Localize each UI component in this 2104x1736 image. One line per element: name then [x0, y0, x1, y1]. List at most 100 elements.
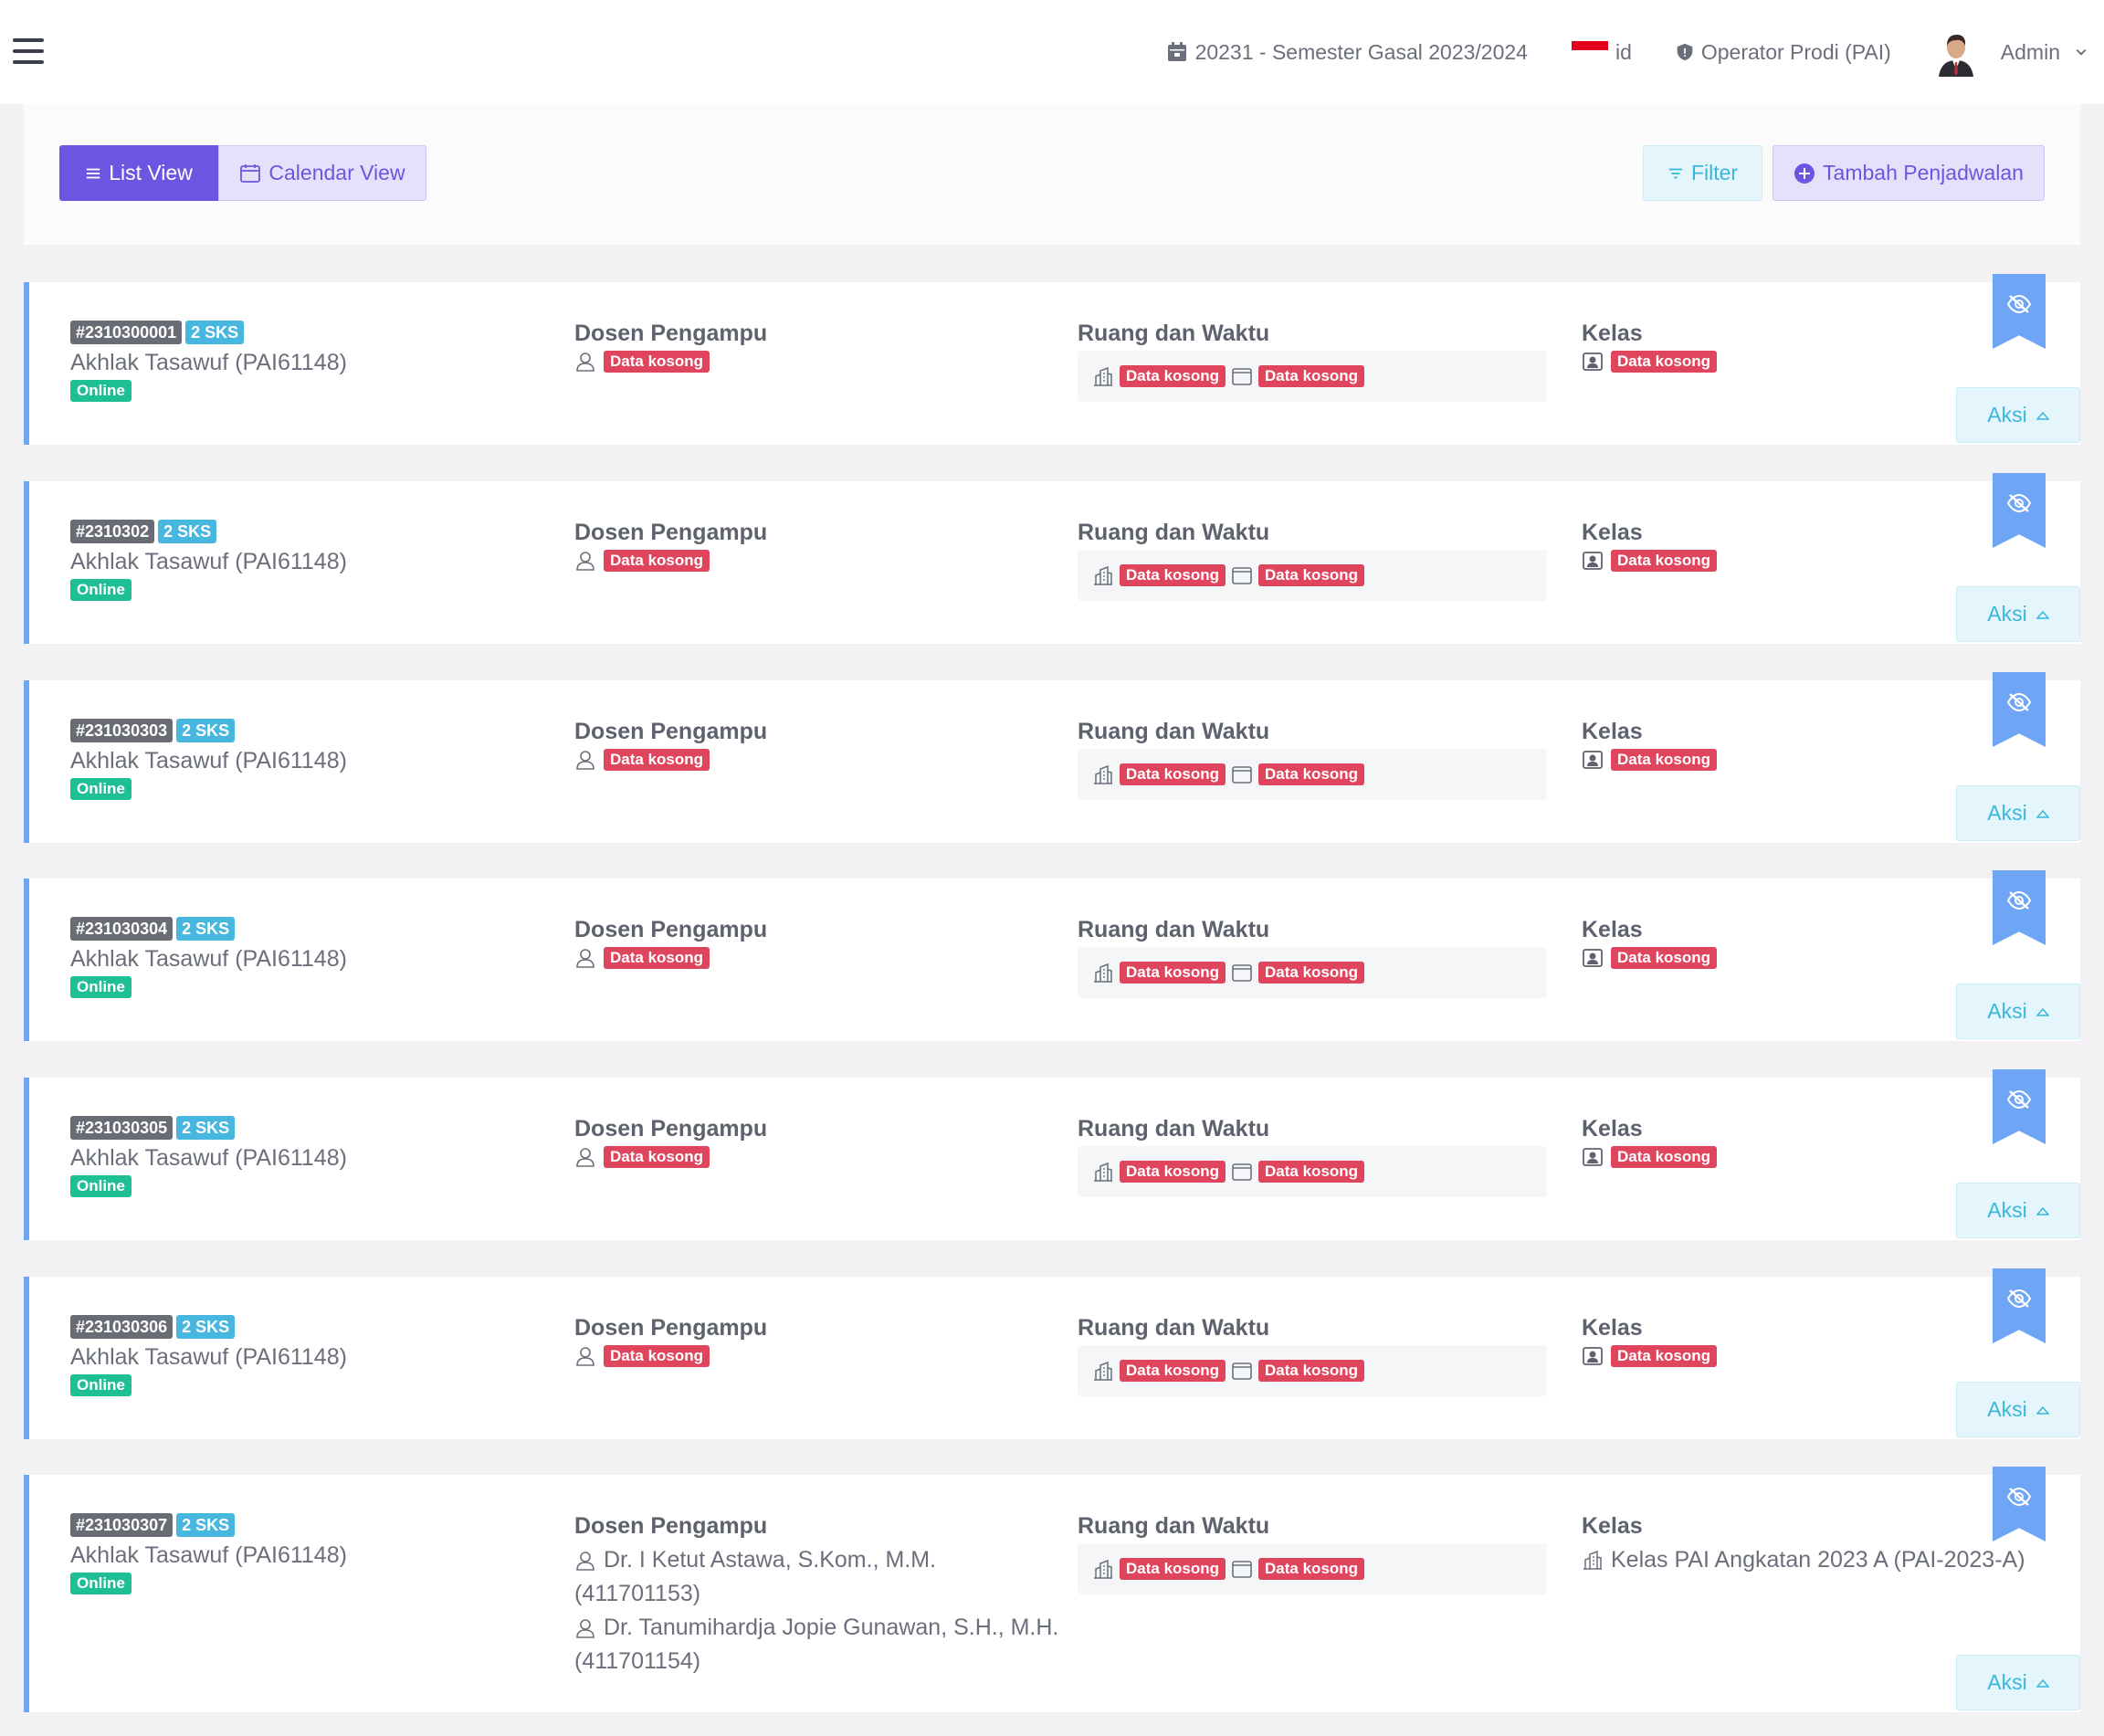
lecturer-name: Dr. Tanumihardja Jopie Gunawan, S.H., M.…: [604, 1615, 1059, 1640]
action-label: Aksi: [1987, 801, 2027, 825]
course-column: #231030303 2 SKS Akhlak Tasawuf (PAI61148…: [70, 719, 347, 800]
action-dropdown-button[interactable]: Aksi: [1956, 984, 2080, 1039]
action-label: Aksi: [1987, 1670, 2027, 1694]
class-value: Data kosong: [1582, 351, 1718, 373]
room-time-column: Ruang dan Waktu Data kosong Data kosong: [1078, 520, 1547, 601]
calendar-view-button[interactable]: Calendar View: [218, 145, 426, 201]
class-value: Data kosong: [1582, 1146, 1718, 1168]
lecturer-list: Data kosong: [574, 749, 767, 771]
building-icon: [1094, 963, 1112, 983]
schedule-card: #231030304 2 SKS Akhlak Tasawuf (PAI61148…: [24, 870, 2080, 1041]
add-schedule-button[interactable]: Tambah Penjadwalan: [1773, 145, 2045, 201]
contact-card-icon: [1583, 552, 1603, 570]
lecturer-empty-badge: Data kosong: [604, 1345, 710, 1367]
calendar-icon: [1167, 42, 1186, 61]
person-icon: [576, 1618, 594, 1638]
time-empty-badge: Data kosong: [1258, 1161, 1365, 1183]
class-heading: Kelas: [1582, 1513, 1643, 1539]
action-dropdown-button[interactable]: Aksi: [1956, 1382, 2080, 1437]
sks-badge: 2 SKS: [176, 917, 236, 941]
hide-toggle-ribbon[interactable]: [1993, 1069, 2046, 1144]
language-selector[interactable]: id: [1571, 0, 1632, 104]
class-row: Data kosong: [1582, 351, 1718, 373]
role-label: Operator Prodi (PAI): [1700, 39, 1891, 64]
action-dropdown-button[interactable]: Aksi: [1956, 387, 2080, 443]
room-time-heading: Ruang dan Waktu: [1078, 1315, 1270, 1341]
schedule-code-badge: #2310302: [70, 520, 155, 543]
class-empty-badge: Data kosong: [1611, 1146, 1718, 1168]
top-navbar: 20231 - Semester Gasal 2023/2024 id Oper…: [0, 0, 2104, 104]
semester-selector[interactable]: 20231 - Semester Gasal 2023/2024: [1166, 0, 1528, 104]
chevron-up-icon: [2036, 809, 2049, 818]
class-value: Data kosong: [1582, 550, 1718, 572]
class-heading: Kelas: [1582, 321, 1643, 346]
action-dropdown-button[interactable]: Aksi: [1956, 785, 2080, 841]
lecturer-column: Dosen Pengampu Data kosong: [574, 719, 767, 771]
lecturer-empty-badge: Data kosong: [604, 351, 710, 373]
chevron-up-icon: [2036, 1206, 2049, 1215]
action-dropdown-button[interactable]: Aksi: [1956, 1183, 2080, 1238]
person-icon: [576, 552, 594, 571]
filter-button[interactable]: Filter: [1643, 145, 1762, 201]
room-empty-badge: Data kosong: [1120, 1360, 1226, 1382]
action-dropdown-button[interactable]: Aksi: [1956, 1655, 2080, 1710]
lecturer-column: Dosen Pengampu Data kosong: [574, 520, 767, 572]
list-view-button[interactable]: List View: [59, 145, 218, 201]
calendar-icon: [1232, 368, 1252, 385]
hide-toggle-ribbon[interactable]: [1993, 870, 2046, 945]
contact-card-icon: [1583, 352, 1603, 371]
eye-slash-icon: [2006, 294, 2032, 314]
mode-badge: Online: [70, 579, 132, 601]
class-empty-badge: Data kosong: [1611, 947, 1718, 969]
schedule-code-badge: #2310300001: [70, 321, 183, 344]
mode-badge: Online: [70, 380, 132, 402]
room-time-heading: Ruang dan Waktu: [1078, 719, 1270, 744]
class-empty-badge: Data kosong: [1611, 351, 1718, 373]
room-empty-badge: Data kosong: [1120, 564, 1226, 586]
navbar-right: 20231 - Semester Gasal 2023/2024 id Oper…: [1166, 0, 2088, 104]
calendar-icon: [1232, 1163, 1252, 1181]
class-value: Data kosong: [1582, 749, 1718, 771]
menu-toggle-icon[interactable]: [13, 38, 44, 64]
course-name: Akhlak Tasawuf (PAI61148): [70, 1145, 347, 1171]
class-value: Data kosong: [1582, 947, 1718, 969]
class-column: Kelas Data kosong: [1582, 1315, 1718, 1367]
user-menu[interactable]: Admin: [1934, 0, 2088, 104]
schedule-code-badge: #231030304: [70, 917, 174, 941]
room-time-column: Ruang dan Waktu Data kosong Data kosong: [1078, 1116, 1547, 1197]
action-label: Aksi: [1987, 1198, 2027, 1222]
eye-slash-icon: [2006, 692, 2032, 712]
chevron-up-icon: [2036, 1405, 2049, 1415]
class-row: Data kosong: [1582, 1146, 1718, 1168]
person-icon: [576, 352, 594, 372]
eye-slash-icon: [2006, 890, 2032, 910]
mode-badge: Online: [70, 976, 132, 998]
action-label: Aksi: [1987, 1397, 2027, 1421]
sks-badge: 2 SKS: [185, 321, 245, 344]
hide-toggle-ribbon[interactable]: [1993, 1268, 2046, 1343]
eye-slash-icon: [2006, 493, 2032, 513]
hide-toggle-ribbon[interactable]: [1993, 672, 2046, 747]
lecturer-heading: Dosen Pengampu: [574, 520, 768, 545]
course-name: Akhlak Tasawuf (PAI61148): [70, 748, 347, 773]
class-name: Kelas PAI Angkatan 2023 A (PAI-2023-A): [1611, 1547, 2025, 1573]
language-label: id: [1615, 39, 1632, 64]
action-dropdown-button[interactable]: Aksi: [1956, 586, 2080, 642]
person-icon: [576, 1148, 594, 1167]
class-row: Data kosong: [1582, 550, 1718, 572]
class-heading: Kelas: [1582, 719, 1643, 744]
room-time-box: Data kosong Data kosong: [1078, 1543, 1547, 1594]
indonesia-flag-icon: [1571, 41, 1608, 59]
lecturer-column: Dosen Pengampu Data kosong: [574, 321, 767, 373]
avatar: [1934, 27, 1977, 77]
course-name: Akhlak Tasawuf (PAI61148): [70, 946, 347, 972]
hide-toggle-ribbon[interactable]: [1993, 473, 2046, 548]
eye-slash-icon: [2006, 1089, 2032, 1110]
lecturer-list: Data kosong: [574, 550, 767, 572]
role-selector[interactable]: Operator Prodi (PAI): [1676, 0, 1891, 104]
calendar-icon: [1232, 567, 1252, 584]
hide-toggle-ribbon[interactable]: [1993, 274, 2046, 349]
room-empty-badge: Data kosong: [1120, 365, 1226, 387]
view-toolbar: List View Calendar View Filter Tambah Pe…: [24, 104, 2080, 245]
class-column: Kelas Kelas PAI Angkatan 2023 A (PAI-202…: [1582, 1513, 2025, 1576]
